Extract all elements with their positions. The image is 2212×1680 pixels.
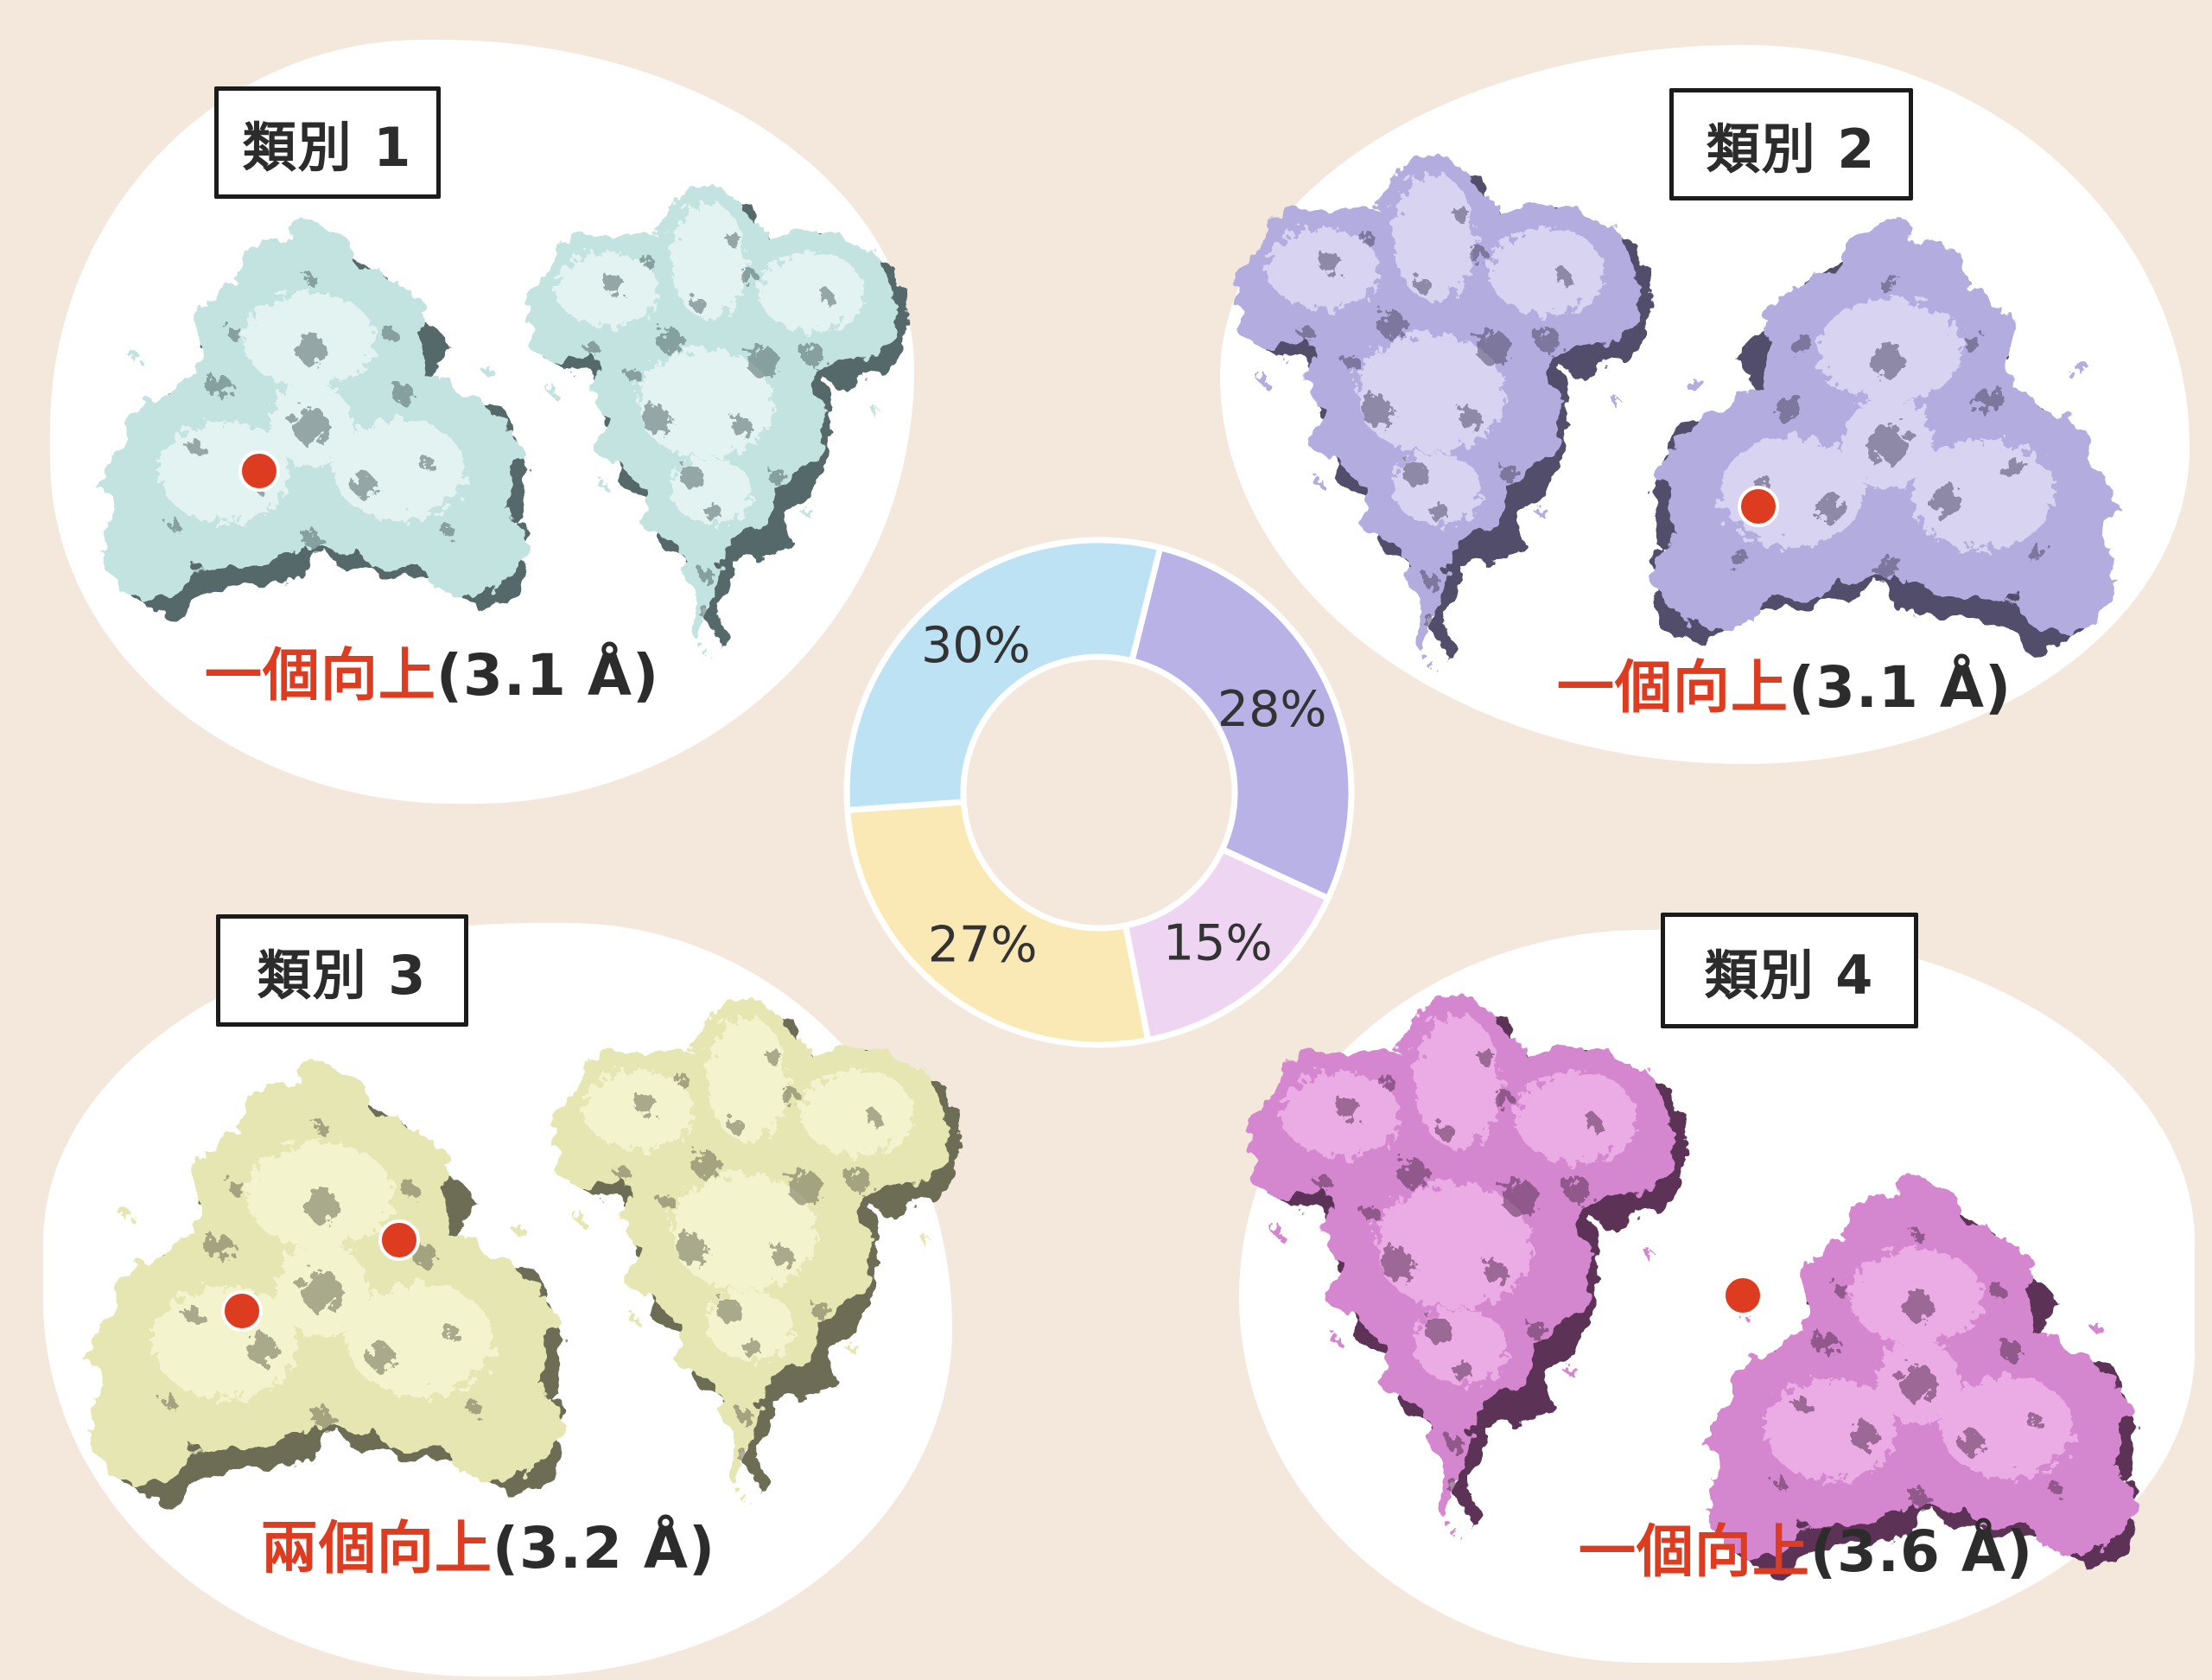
marker-dot bbox=[1738, 486, 1779, 527]
class-4-status: 一個向上 bbox=[1578, 1518, 1810, 1585]
class-4-label-text: 類別 4 bbox=[1704, 944, 1875, 1007]
donut-slice-label: 28% bbox=[1217, 681, 1327, 738]
class-1-label: 類別 1 bbox=[214, 86, 441, 199]
class-2-status: 一個向上 bbox=[1556, 654, 1789, 721]
class-1-resolution: (3.1 Å) bbox=[435, 642, 660, 709]
class-3-density-map-top-view bbox=[91, 1063, 553, 1499]
population-donut-chart: 28% 15% 27% 30% bbox=[843, 537, 1355, 1048]
class-4-resolution: (3.6 Å) bbox=[1809, 1518, 2034, 1585]
class-2-caption: 一個向上(3.1 Å) bbox=[1508, 641, 2061, 724]
class-4-caption: 一個向上(3.6 Å) bbox=[1521, 1505, 2091, 1588]
class-3-status: 兩個向上 bbox=[260, 1515, 493, 1581]
class-3-label: 類別 3 bbox=[216, 914, 468, 1027]
class-1-caption: 一個向上(3.1 Å) bbox=[147, 629, 717, 712]
class-1-status: 一個向上 bbox=[204, 642, 436, 709]
class-2-label: 類別 2 bbox=[1669, 88, 1913, 200]
class-2-density-map-top-view bbox=[1659, 233, 2117, 635]
class-2-label-text: 類別 2 bbox=[1706, 118, 1877, 181]
class-3-resolution: (3.2 Å) bbox=[492, 1515, 716, 1581]
donut-slice bbox=[1122, 846, 1332, 1043]
donut-slice bbox=[844, 799, 1152, 1048]
donut-slice bbox=[843, 537, 1164, 813]
class-4-density-map-top-view bbox=[1676, 1188, 2160, 1560]
class-1-density-map-top-view bbox=[104, 225, 518, 609]
class-2-resolution: (3.1 Å) bbox=[1788, 654, 2012, 721]
donut-slice-label: 27% bbox=[928, 916, 1038, 973]
donut-slice bbox=[1128, 544, 1355, 901]
donut-slice-label: 15% bbox=[1163, 914, 1273, 971]
class-3-label-text: 類別 3 bbox=[257, 944, 428, 1007]
donut-slice-label: 30% bbox=[921, 617, 1031, 674]
marker-dot bbox=[378, 1219, 420, 1261]
marker-dot bbox=[221, 1290, 263, 1332]
class-1-label-text: 類別 1 bbox=[242, 116, 413, 179]
class-3-caption: 兩個向上(3.2 Å) bbox=[203, 1502, 773, 1585]
class-4-label: 類別 4 bbox=[1661, 913, 1918, 1028]
marker-dot bbox=[238, 450, 280, 492]
marker-dot bbox=[1722, 1275, 1764, 1316]
